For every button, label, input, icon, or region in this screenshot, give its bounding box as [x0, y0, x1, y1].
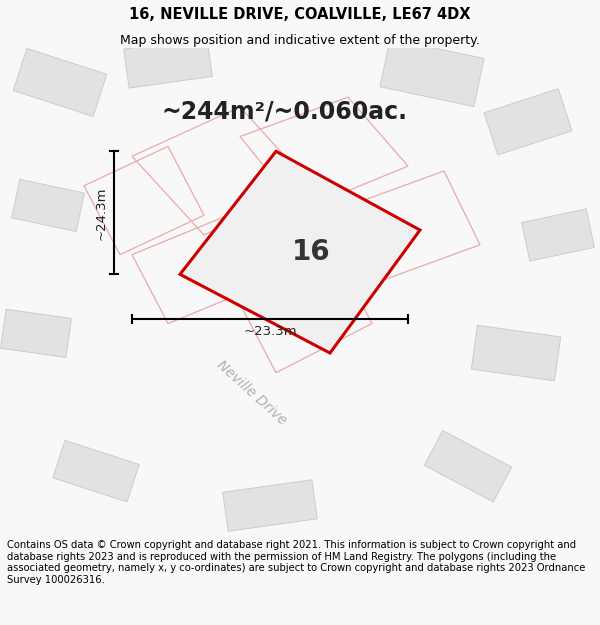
Polygon shape [1, 309, 71, 358]
Text: 16, NEVILLE DRIVE, COALVILLE, LE67 4DX: 16, NEVILLE DRIVE, COALVILLE, LE67 4DX [129, 8, 471, 22]
Text: ~24.3m: ~24.3m [95, 186, 108, 239]
Polygon shape [424, 431, 512, 502]
Polygon shape [11, 179, 85, 231]
Polygon shape [53, 441, 139, 502]
Polygon shape [223, 480, 317, 531]
Text: Neville Drive: Neville Drive [214, 357, 290, 428]
Text: 16: 16 [292, 238, 331, 266]
Polygon shape [124, 38, 212, 88]
Text: ~244m²/~0.060ac.: ~244m²/~0.060ac. [162, 100, 408, 124]
Text: Map shows position and indicative extent of the property.: Map shows position and indicative extent… [120, 34, 480, 47]
Polygon shape [484, 89, 572, 155]
Text: ~23.3m: ~23.3m [243, 324, 297, 338]
Polygon shape [472, 325, 560, 381]
Polygon shape [521, 209, 595, 261]
Polygon shape [13, 48, 107, 116]
Polygon shape [180, 151, 420, 353]
Polygon shape [380, 39, 484, 107]
Text: Contains OS data © Crown copyright and database right 2021. This information is : Contains OS data © Crown copyright and d… [7, 540, 586, 585]
